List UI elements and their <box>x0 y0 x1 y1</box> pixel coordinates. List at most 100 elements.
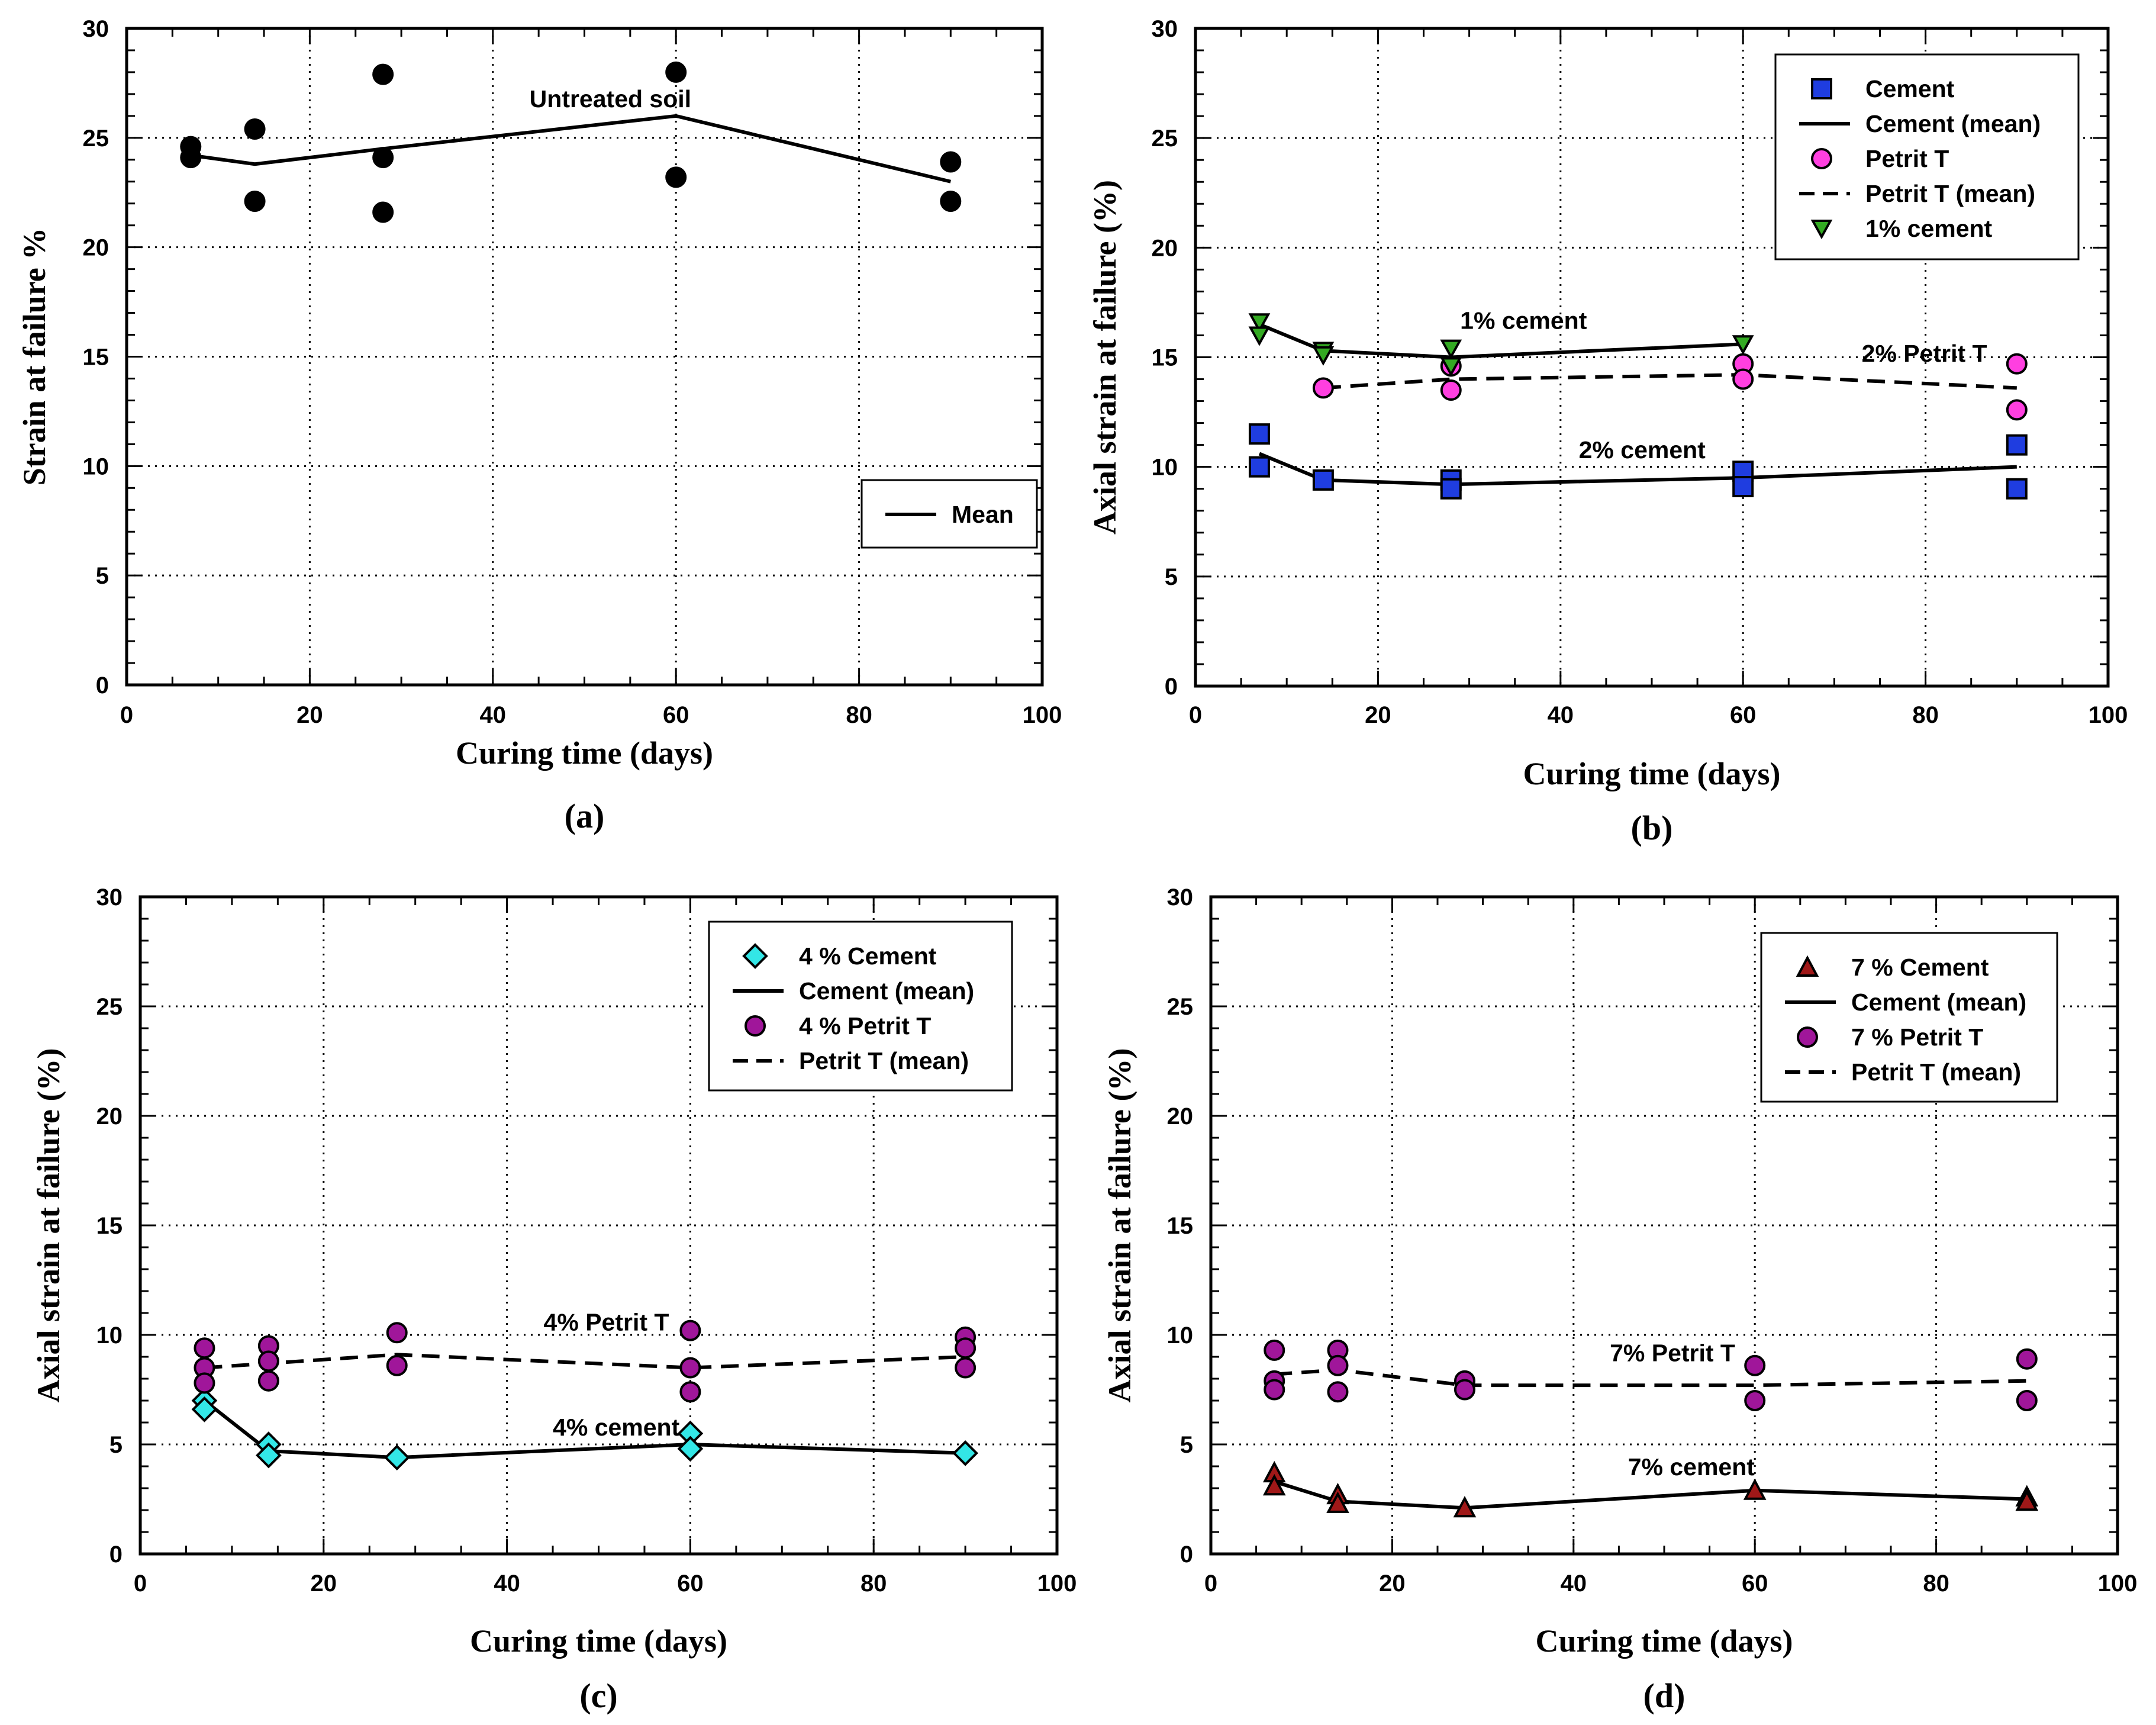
x-tick-label: 20 <box>297 702 323 728</box>
data-point-untreated-soil <box>372 147 394 169</box>
y-axis-title: Axial strain at failure (%) <box>1087 180 1123 535</box>
data-point-petrit-t <box>2006 399 2028 421</box>
data-point-cement <box>1248 456 1270 478</box>
legend-marker <box>1797 1026 1818 1048</box>
data-point-1-cement <box>1440 357 1462 377</box>
series-line-petrit-t-mean- <box>204 1353 966 1370</box>
data-point-cement <box>2006 434 2028 456</box>
data-point-7-cement <box>1453 1496 1477 1518</box>
legend-label: Cement (mean) <box>799 977 974 1005</box>
y-tick-label: 20 <box>83 235 109 261</box>
x-tick-label: 80 <box>1912 702 1939 728</box>
data-point-7-petrit-t <box>1744 1354 1766 1376</box>
x-tick-label: 60 <box>663 702 689 728</box>
y-axis-title: Axial strain at failure (%) <box>1102 1048 1137 1403</box>
annotation-label: 1% cement <box>1460 307 1587 334</box>
data-point-untreated-soil <box>665 61 687 83</box>
data-point-petrit-t <box>1732 368 1754 390</box>
x-tick-label: 20 <box>1379 1570 1406 1597</box>
data-point-7-petrit-t <box>2016 1390 2038 1411</box>
legend-label: Cement <box>1865 75 1955 102</box>
legend-label: 7 % Petrit T <box>1851 1024 1983 1051</box>
legend-label: Mean <box>952 501 1014 528</box>
y-tick-label: 25 <box>1152 125 1178 152</box>
x-tick-label: 40 <box>480 702 507 728</box>
x-tick-label: 100 <box>1037 1570 1077 1597</box>
data-point-untreated-soil <box>372 201 394 223</box>
data-point-4-petrit-t <box>386 1322 408 1344</box>
data-point-7-petrit-t <box>1744 1390 1766 1411</box>
data-point-7-petrit-t <box>1454 1379 1475 1401</box>
y-tick-label: 30 <box>1167 884 1194 910</box>
data-point-untreated-soil <box>244 118 266 140</box>
y-tick-label: 5 <box>1180 1432 1193 1458</box>
chart-panel-c: 0 20 40 60 80 100 0 5 10 15 20 25 30 Curing time (day… <box>31 884 1077 1715</box>
x-tick-label: 40 <box>494 1570 520 1597</box>
legend-label: Petrit T (mean) <box>1865 180 2035 207</box>
y-tick-label: 5 <box>96 563 109 589</box>
y-tick-label: 30 <box>1152 16 1178 42</box>
annotation-label: 7% cement <box>1628 1453 1755 1481</box>
y-tick-label: 0 <box>1180 1541 1193 1568</box>
y-tick-label: 30 <box>83 16 109 42</box>
annotation-label: 2% cement <box>1579 436 1706 464</box>
data-point-7-petrit-t <box>1264 1339 1285 1361</box>
data-point-4-cement <box>677 1436 704 1462</box>
x-tick-label: 0 <box>120 702 133 728</box>
data-point-petrit-t <box>1440 379 1462 401</box>
panel-label: (a) <box>565 797 605 835</box>
data-point-cement <box>1732 475 1754 497</box>
data-point-cement <box>2006 478 2028 500</box>
x-tick-label: 80 <box>1923 1570 1949 1597</box>
y-tick-label: 10 <box>1167 1322 1194 1349</box>
panel-label: (b) <box>1631 809 1673 847</box>
legend-label: Petrit T <box>1865 145 1949 172</box>
data-point-untreated-soil <box>940 191 962 213</box>
panel-label: (d) <box>1643 1676 1686 1715</box>
legend-marker <box>742 943 768 969</box>
y-tick-label: 10 <box>83 453 109 479</box>
data-point-4-petrit-t <box>194 1337 215 1359</box>
y-tick-label: 20 <box>1167 1103 1194 1129</box>
annotation-label: 4% cement <box>553 1414 680 1441</box>
data-point-4-petrit-t <box>257 1370 279 1392</box>
series-line-cement-mean- <box>1274 1480 2027 1510</box>
data-point-untreated-soil <box>665 166 687 188</box>
x-tick-label: 0 <box>1204 1570 1217 1597</box>
x-tick-label: 60 <box>1730 702 1757 728</box>
data-point-untreated-soil <box>180 147 202 169</box>
y-tick-label: 0 <box>109 1541 123 1568</box>
data-point-4-petrit-t <box>955 1357 977 1379</box>
y-tick-label: 15 <box>83 345 109 371</box>
y-tick-label: 25 <box>83 125 109 152</box>
data-point-4-petrit-t <box>679 1357 701 1379</box>
x-axis-title: Curing time (days) <box>1536 1623 1793 1659</box>
data-point-untreated-soil <box>244 191 266 213</box>
legend-marker <box>1811 148 1832 169</box>
data-point-petrit-t <box>2006 353 2028 375</box>
data-point-7-cement <box>1262 1474 1286 1496</box>
y-tick-label: 5 <box>1165 564 1178 590</box>
y-tick-label: 20 <box>96 1103 123 1129</box>
legend-label: Petrit T (mean) <box>799 1047 969 1074</box>
y-tick-label: 30 <box>96 884 123 910</box>
y-tick-label: 25 <box>96 994 123 1020</box>
data-point-1-cement <box>1732 335 1754 355</box>
data-point-petrit-t <box>1312 377 1334 399</box>
series-line-petrit-t-mean- <box>1323 373 2017 390</box>
x-tick-label: 80 <box>846 702 872 728</box>
x-tick-label: 20 <box>311 1570 337 1597</box>
data-point-7-petrit-t <box>1327 1381 1349 1403</box>
legend: Mean <box>861 479 1038 549</box>
data-point-7-cement <box>2015 1489 2039 1511</box>
data-point-1-cement <box>1312 346 1335 366</box>
data-point-1-cement <box>1248 313 1271 333</box>
legend-label: 4 % Cement <box>799 942 937 970</box>
legend-marker <box>1796 955 1819 977</box>
legend-label: 7 % Cement <box>1851 954 1989 981</box>
data-point-cement <box>1440 478 1462 500</box>
x-tick-label: 20 <box>1365 702 1391 728</box>
legend-marker <box>1811 78 1832 99</box>
plot-frame <box>138 895 1059 1556</box>
data-point-4-cement <box>383 1444 410 1471</box>
